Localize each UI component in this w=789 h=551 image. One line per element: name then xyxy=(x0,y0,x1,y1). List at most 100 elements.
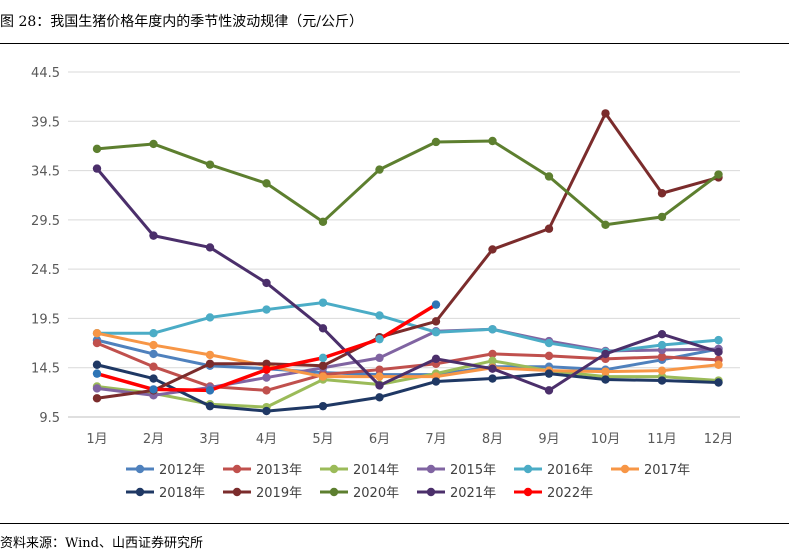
legend-label: 2012年 xyxy=(159,463,205,478)
data-point-2013 xyxy=(488,349,497,359)
data-point-2016 xyxy=(657,340,667,350)
data-point-2019 xyxy=(205,359,215,368)
data-point-2017 xyxy=(92,329,102,338)
data-point-2018 xyxy=(657,376,667,385)
x-tick-labels: 1月 2月 3月 4月 5月 6月 7月 8月 9月 10月 11月 12月 xyxy=(86,432,733,447)
data-point-2019 xyxy=(431,317,441,326)
legend-item-2013: 2013年 xyxy=(223,463,302,478)
data-point-2019 xyxy=(488,245,497,254)
data-point-2015 xyxy=(92,384,102,393)
data-point-2013 xyxy=(262,386,271,395)
data-point-2021 xyxy=(657,330,667,339)
legend-item-2014: 2014年 xyxy=(320,463,399,478)
legend-label: 2018年 xyxy=(159,486,205,501)
legend-label: 2022年 xyxy=(547,486,593,501)
data-point-2012 xyxy=(149,349,158,359)
y-tick-label: 29.5 xyxy=(31,214,60,229)
legend-swatch-marker xyxy=(426,464,436,474)
x-tick-label: 1月 xyxy=(86,432,107,447)
data-point-2020 xyxy=(714,170,723,179)
data-point-2016 xyxy=(375,311,384,320)
series-line-2021 xyxy=(95,167,720,392)
y-tick-label: 19.5 xyxy=(31,312,60,327)
data-point-2019 xyxy=(544,224,554,233)
legend-item-2021: 2021年 xyxy=(417,486,496,501)
data-point-2019 xyxy=(318,361,328,370)
legend-swatch-marker xyxy=(523,487,533,497)
legend-label: 2015年 xyxy=(450,463,496,478)
legend-item-2016: 2016年 xyxy=(514,463,593,478)
data-point-2020 xyxy=(149,139,158,149)
legend-item-2017: 2017年 xyxy=(611,463,690,478)
data-point-2020 xyxy=(488,136,497,146)
data-point-2019 xyxy=(262,359,271,368)
data-point-2018 xyxy=(714,378,723,387)
legend-swatch-marker xyxy=(329,464,339,474)
x-tick-label: 5月 xyxy=(312,432,333,447)
y-tick-label: 39.5 xyxy=(31,115,60,130)
legend-label: 2016年 xyxy=(547,463,593,478)
data-point-2018 xyxy=(262,406,271,416)
x-tick-label: 8月 xyxy=(482,432,503,447)
legend-item-2012: 2012年 xyxy=(126,463,205,478)
x-tick-label: 10月 xyxy=(591,432,621,447)
legend-swatch-marker xyxy=(232,464,242,474)
legend-label: 2019年 xyxy=(256,486,302,501)
legend-swatch-marker xyxy=(426,487,436,497)
data-point-2014 xyxy=(488,356,497,366)
data-point-2016 xyxy=(544,338,554,348)
x-tick-label: 2月 xyxy=(143,432,164,447)
figure-title: 图 28：我国生猪价格年度内的季节性波动规律（元/公斤） xyxy=(0,14,363,30)
series-lines xyxy=(92,109,723,416)
source-note: 资料来源：Wind、山西证券研究所 xyxy=(0,536,203,551)
data-point-2021 xyxy=(92,164,102,173)
y-tick-label: 44.5 xyxy=(31,66,60,81)
data-point-2016 xyxy=(149,329,158,338)
data-point-2022 xyxy=(262,365,271,374)
series-line-2020 xyxy=(95,139,720,227)
data-point-2018 xyxy=(318,401,328,411)
data-point-2019 xyxy=(92,394,102,403)
legend-swatch-marker xyxy=(329,487,339,497)
data-point-2016 xyxy=(205,313,215,322)
x-tick-label: 11月 xyxy=(647,432,677,447)
legend-label: 2014年 xyxy=(353,463,399,478)
data-point-2016 xyxy=(488,325,497,334)
data-point-2013 xyxy=(92,338,102,348)
data-point-2022 xyxy=(92,369,102,378)
series-line-2019 xyxy=(95,111,720,400)
data-point-2013 xyxy=(544,351,554,361)
top-rule xyxy=(0,43,789,44)
y-tick-label: 24.5 xyxy=(31,263,60,278)
data-point-2020 xyxy=(375,165,384,174)
data-point-2019 xyxy=(657,189,667,198)
legend-label: 2013年 xyxy=(256,463,302,478)
data-point-2018 xyxy=(488,374,497,383)
x-tick-label: 6月 xyxy=(369,432,390,447)
data-point-2016 xyxy=(714,335,723,345)
data-point-2017 xyxy=(601,367,610,376)
data-point-2022 xyxy=(431,300,441,309)
data-point-2018 xyxy=(544,369,554,378)
data-point-2021 xyxy=(488,364,497,373)
series-line-2013 xyxy=(95,341,720,392)
legend-label: 2021年 xyxy=(450,486,496,501)
data-point-2020 xyxy=(601,220,610,229)
legend-swatch-marker xyxy=(135,464,145,474)
legend-swatch-marker xyxy=(232,487,242,497)
data-point-2016 xyxy=(262,305,271,314)
data-point-2018 xyxy=(205,401,215,411)
data-point-2017 xyxy=(149,340,158,350)
data-point-2021 xyxy=(149,231,158,240)
legend-item-2015: 2015年 xyxy=(417,463,496,478)
data-point-2020 xyxy=(205,160,215,169)
price-line-chart: 9.5 14.5 19.5 24.5 29.5 34.5 39.5 44.5 1月 2月 3月 4月… xyxy=(31,66,740,501)
legend-item-2020: 2020年 xyxy=(320,486,399,501)
data-point-2013 xyxy=(375,365,384,374)
x-tick-label: 9月 xyxy=(538,432,559,447)
bottom-rule xyxy=(0,523,789,524)
legend-swatch-marker xyxy=(523,464,533,474)
data-point-2021 xyxy=(375,381,384,390)
series-line-2018 xyxy=(95,363,720,413)
legend-item-2018: 2018年 xyxy=(126,486,205,501)
